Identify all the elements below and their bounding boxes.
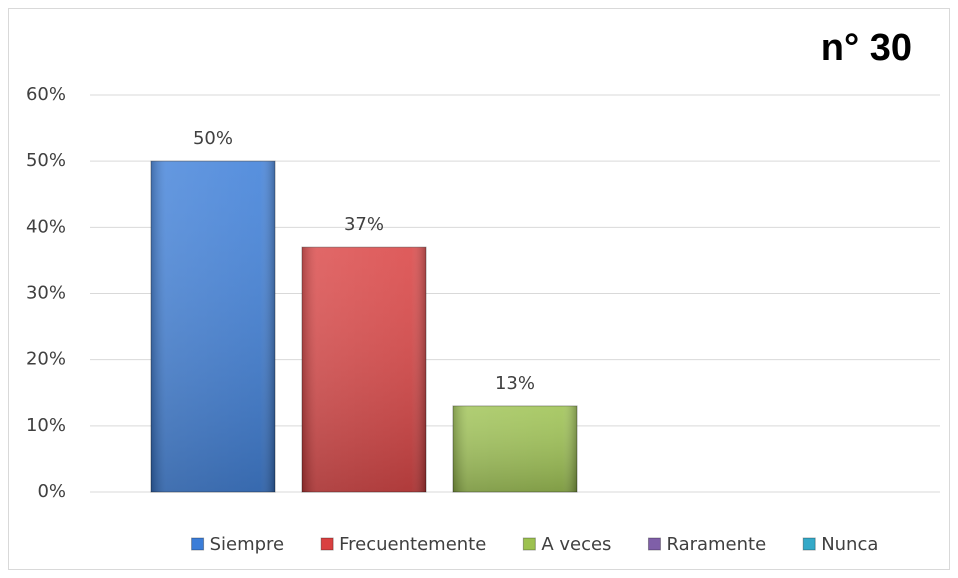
y-tick-label: 60% — [26, 84, 66, 105]
y-tick-label: 0% — [37, 481, 66, 502]
legend-swatch — [320, 537, 334, 551]
legend-label: A veces — [541, 534, 611, 555]
legend-label: Frecuentemente — [339, 534, 486, 555]
bar — [150, 160, 276, 493]
data-label: 13% — [495, 373, 535, 394]
chart-title: n° 30 — [821, 27, 912, 69]
legend-swatch — [647, 537, 661, 551]
bar — [452, 405, 578, 493]
data-label: 37% — [344, 214, 384, 235]
data-label: 50% — [193, 128, 233, 149]
y-tick-label: 40% — [26, 216, 66, 237]
legend-label: Raramente — [666, 534, 766, 555]
legend-swatch — [802, 537, 816, 551]
y-tick-label: 30% — [26, 283, 66, 304]
y-tick-label: 20% — [26, 349, 66, 370]
y-tick-label: 50% — [26, 150, 66, 171]
legend-label: Siempre — [210, 534, 285, 555]
y-tick-label: 10% — [26, 415, 66, 436]
bar — [301, 246, 427, 493]
legend-swatch — [522, 537, 536, 551]
legend-label: Nunca — [821, 534, 878, 555]
legend-swatch — [191, 537, 205, 551]
